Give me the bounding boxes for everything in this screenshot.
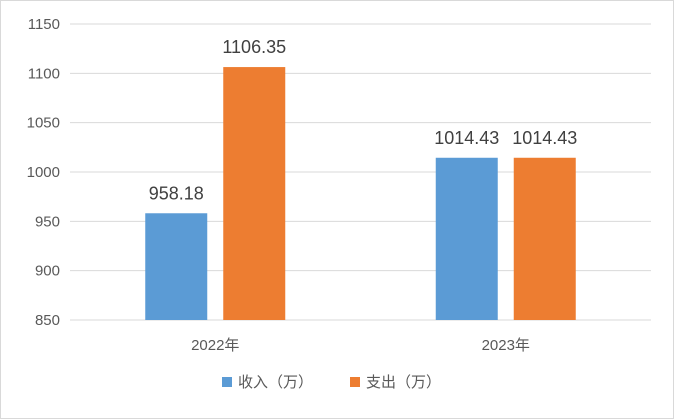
- x-axis: 2022年 2023年: [191, 337, 530, 354]
- legend-swatch: [350, 377, 360, 387]
- y-tick-label: 1000: [27, 164, 60, 181]
- data-label: 958.18: [149, 183, 204, 203]
- y-tick-label: 850: [35, 312, 60, 329]
- y-tick-label: 950: [35, 213, 60, 230]
- legend-entry: 收入（万）: [238, 373, 313, 391]
- bar-series-0-cat-0: [145, 213, 208, 320]
- bar-series-1-cat-1: [513, 157, 576, 320]
- y-tick-label: 900: [35, 263, 60, 280]
- y-tick-label: 1100: [28, 65, 60, 82]
- data-label: 1014.43: [434, 128, 499, 148]
- legend: 收入（万） 支出（万）: [222, 373, 441, 391]
- bar-series-1-cat-0: [223, 67, 286, 321]
- y-tick-label: 1150: [28, 16, 60, 33]
- data-labels: 958.18 1106.35 1014.43 1014.43: [149, 37, 578, 203]
- y-tick-label: 1050: [27, 115, 60, 132]
- x-tick-label: 2022年: [191, 337, 239, 354]
- bars: [145, 67, 576, 321]
- data-label: 1106.35: [222, 37, 286, 57]
- legend-swatch: [222, 377, 232, 387]
- x-tick-label: 2023年: [482, 337, 530, 354]
- legend-entry: 支出（万）: [366, 373, 441, 391]
- bar-series-0-cat-1: [435, 157, 498, 320]
- data-label: 1014.43: [512, 128, 577, 148]
